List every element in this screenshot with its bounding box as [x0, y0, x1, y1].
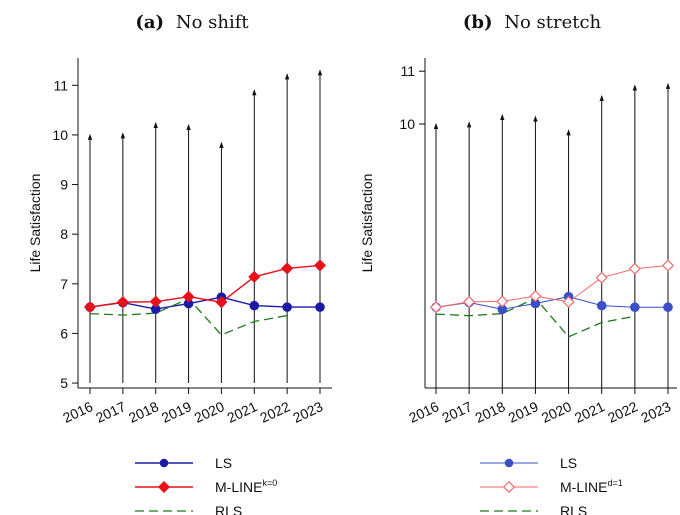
panel-b-xtick-label: 2017 [439, 398, 474, 426]
panel-b-legend: LS M-LINEd=1 RLS. . [480, 455, 623, 515]
panel-a-ylabel: Life Satisfaction [27, 174, 43, 273]
panel-b-legend-mline-sup: d=1 [607, 478, 622, 488]
panel-b-xtick-label: 2022 [605, 398, 640, 426]
panel-a-whisker-arrow [317, 69, 323, 76]
panel-b-legend-ls-label: LS [560, 455, 577, 471]
panel-a-mline-point [182, 290, 195, 303]
panel-a-title-text: No shift [176, 12, 250, 33]
panel-a-ytick-label: 5 [60, 375, 68, 391]
panel-a-whisker-arrow [252, 89, 257, 96]
panel-a-legend-mline-marker [157, 480, 171, 494]
panel-b-title-text: No stretch [504, 12, 601, 33]
panel-b-xtick-label: 2016 [406, 398, 441, 426]
panel-b-whisker-arrow [433, 123, 439, 129]
panel-a-tag: (a) [135, 12, 164, 33]
panel-a-xtick-label: 2022 [257, 398, 292, 426]
panel-b-legend-rls-label: RLS. . [560, 503, 595, 515]
panel-a-whisker-arrow [153, 122, 158, 129]
panel-a-xtick-label: 2019 [159, 398, 194, 426]
panel-b-xtick-label: 2020 [539, 398, 574, 426]
panel-a-whisker-arrow [120, 132, 126, 139]
panel-b-xtick-label: 2023 [638, 398, 673, 426]
panel-b-whisker-arrow [665, 82, 671, 89]
panel-a-legend-mline-label: M-LINEk=0 [215, 478, 277, 495]
panel-b-mline-point [496, 295, 509, 308]
panel-a-legend-rls-sub: . . [242, 512, 250, 515]
panel-b-ytick-label: 10 [399, 116, 415, 132]
panel-b-mline-point [562, 295, 575, 308]
panel-a-whisker-arrow [87, 133, 93, 140]
panel-a-ls-point [282, 302, 292, 312]
panel-a-xtick-label: 2023 [290, 398, 325, 426]
panel-b-legend-rls-sub: . . [587, 512, 595, 515]
panel-a-ytick-label: 11 [53, 77, 68, 93]
panel-a-mline-point [281, 262, 294, 275]
panel-a-xtick-label: 2021 [225, 398, 260, 426]
panel-b-legend-mline-marker [502, 480, 516, 494]
panel-a-legend-ls-marker [159, 458, 169, 468]
panel-b-whisker-arrow [466, 121, 472, 128]
panel-a-ytick-label: 6 [60, 325, 68, 341]
panel-a-mline-point [313, 259, 327, 272]
panel-b-whisker-arrow [599, 95, 604, 102]
panel-b-mline-point [429, 301, 443, 314]
panel-a-ls-point [249, 300, 260, 311]
panel-b-whisker-arrow [500, 114, 505, 121]
panel-a-ytick-label: 9 [60, 177, 68, 193]
panel-a-xtick-label: 2016 [60, 398, 95, 426]
panel-a-xtick-label: 2018 [126, 398, 161, 426]
panel-a-whisker-arrow [284, 73, 290, 80]
panel-a-ls-point [315, 302, 325, 312]
panel-b-xtick-label: 2021 [572, 398, 607, 426]
panel-a-ytick-label: 7 [60, 276, 68, 292]
panel-b-ytick-label: 11 [400, 63, 415, 79]
panel-b-ls-point [630, 302, 640, 313]
panel-b-legend-ls-marker [504, 458, 514, 468]
panel-b-whisker-arrow [533, 115, 538, 122]
panel-a-legend-mline-sup: k=0 [262, 478, 277, 488]
panel-b-legend-mline-label: M-LINEd=1 [560, 478, 623, 495]
panel-b-mline-point [463, 295, 476, 308]
panel-b-ls-line [435, 296, 668, 310]
panel-b-ls-point [596, 300, 607, 311]
panel-a-xtick-label: 2017 [93, 398, 128, 426]
panel-b-mline-point [595, 271, 608, 284]
panel-a-legend-ls-label: LS [215, 455, 232, 471]
panel-b-xtick-label: 2019 [506, 398, 541, 426]
panel-a-ls-line [89, 296, 320, 310]
panel-a-mline-point [215, 296, 228, 309]
panel-a-title: (a) No shift [135, 12, 249, 33]
panel-b-tag: (b) [463, 12, 493, 33]
panel-a-mline-point [116, 296, 129, 309]
panel-b-whisker-arrow [566, 129, 571, 136]
panel-b-mline-point [628, 262, 641, 275]
panel-a-legend: LS M-LINEk=0 RLS. . [135, 455, 277, 515]
panel-a-mline-point [248, 270, 261, 283]
panel-a-xtick-label: 2020 [192, 398, 227, 426]
panel-b-xtick-label: 2018 [473, 398, 508, 426]
panel-a-whisker-arrow [219, 141, 224, 148]
panel-b-whisker-arrow [632, 84, 638, 91]
panel-a-ytick-label: 10 [52, 127, 68, 143]
panel-a-ytick-label: 8 [60, 226, 68, 242]
panel-b-title: (b) No stretch [463, 12, 602, 33]
panel-b-ylabel: Life Satisfaction [359, 174, 375, 273]
panel-b-ls-point [663, 302, 673, 313]
panel-a-whisker-arrow [186, 123, 191, 130]
panel-a-mline-point [83, 301, 97, 314]
panel-b-mline-point [529, 290, 542, 303]
panel-a-mline-point [149, 295, 162, 308]
panel-a-legend-rls-label: RLS. . [215, 503, 250, 515]
panel-b-mline-point [661, 259, 675, 272]
